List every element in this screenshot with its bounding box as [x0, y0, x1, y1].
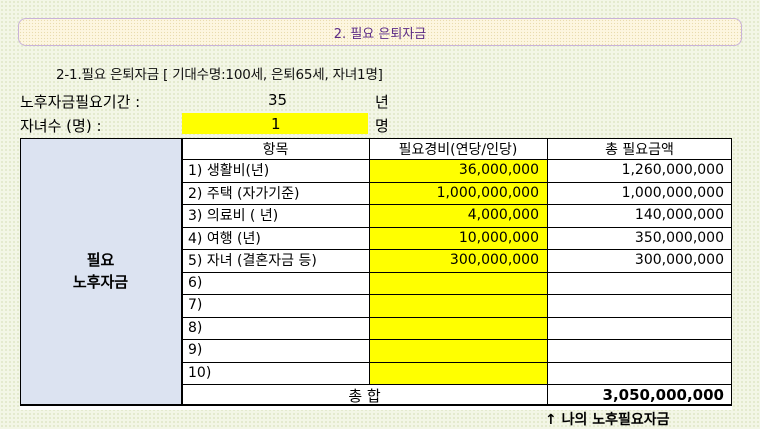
row-2-total: 1,000,000,000 — [621, 184, 724, 201]
grid-line — [182, 339, 732, 340]
section-label-line2: 노후자금 — [72, 273, 129, 291]
section-label-line1: 필요 — [86, 251, 115, 269]
row-8-item: 8) — [188, 319, 203, 336]
sum-label: 총 합 — [348, 386, 381, 405]
row-10-cost[interactable] — [369, 362, 547, 385]
period-unit: 년 — [375, 93, 389, 111]
grid-line — [182, 271, 732, 273]
grid-line — [182, 316, 732, 318]
grid-line — [182, 138, 183, 406]
row-8-total — [547, 317, 732, 340]
grid-line — [20, 138, 21, 406]
row-5-item: 5) 자녀 (결혼자금 등) — [188, 253, 317, 270]
row-2-cost[interactable]: 1,000,000,000 — [436, 184, 539, 201]
grid-line — [182, 249, 732, 250]
retirement-fund-note: ↑ 나의 노후필요자금 — [545, 412, 670, 428]
row-9-item: 9) — [188, 342, 203, 359]
row-6-cost[interactable] — [369, 272, 547, 295]
row-9-total — [547, 339, 732, 362]
grid-line — [182, 226, 732, 228]
row-2-item: 2) 주택 (자가기준) — [188, 185, 300, 202]
row-5-cost[interactable]: 300,000,000 — [449, 252, 539, 269]
row-6-total — [547, 272, 732, 295]
grid-line — [731, 138, 732, 406]
row-4-cost[interactable]: 10,000,000 — [458, 229, 539, 246]
row-6-item: 6) — [188, 274, 203, 291]
children-input-highlight — [182, 113, 368, 134]
row-9-cost[interactable] — [369, 339, 547, 362]
grid-line — [20, 138, 732, 139]
grid-line — [369, 138, 370, 384]
header-total: 총 필요금액 — [605, 141, 674, 158]
sum-value: 3,050,000,000 — [602, 386, 724, 404]
row-8-cost[interactable] — [369, 317, 547, 340]
row-10-item: 10) — [188, 364, 212, 381]
row-7-cost[interactable] — [369, 294, 547, 317]
section-banner: 2. 필요 은퇴자금 — [18, 18, 742, 46]
header-item: 항목 — [262, 141, 289, 158]
grid-line — [182, 361, 732, 363]
grid-line — [182, 181, 732, 183]
grid-line — [182, 384, 732, 385]
grid-line — [182, 294, 732, 295]
retirement-fund-table: 필요 노후자금 항목 필요경비(연당/인당) 총 필요금액 1) 생활비(년) … — [20, 138, 732, 410]
row-1-cost[interactable]: 36,000,000 — [458, 162, 539, 179]
children-value[interactable]: 1 — [271, 115, 281, 133]
children-label: 자녀수 (명) : — [20, 117, 102, 135]
row-1-total: 1,260,000,000 — [621, 162, 724, 179]
row-3-cost[interactable]: 4,000,000 — [467, 207, 539, 224]
grid-line — [547, 138, 548, 406]
row-4-item: 4) 여행 (년) — [188, 230, 261, 247]
row-4-total: 350,000,000 — [634, 229, 724, 246]
row-3-item: 3) 의료비 ( 년) — [188, 208, 279, 225]
period-value[interactable]: 35 — [268, 91, 288, 109]
header-cost: 필요경비(연당/인당) — [398, 141, 518, 158]
row-3-total: 140,000,000 — [634, 207, 724, 224]
row-5-total: 300,000,000 — [634, 252, 724, 269]
grid-line — [182, 204, 732, 205]
section-subtitle: 2-1.필요 은퇴자금 [ 기대수명:100세, 은퇴65세, 자녀1명] — [56, 67, 383, 83]
section-label: 필요 노후자금 — [20, 138, 182, 404]
period-label: 노후자금필요기간 : — [20, 93, 141, 111]
row-7-item: 7) — [188, 297, 203, 314]
grid-line — [182, 159, 732, 160]
grid-line-bottom — [20, 404, 732, 406]
children-unit: 명 — [375, 117, 389, 135]
row-7-total — [547, 294, 732, 317]
row-10-total — [547, 362, 732, 385]
row-1-item: 1) 생활비(년) — [188, 163, 270, 180]
banner-title: 2. 필요 은퇴자금 — [333, 26, 427, 42]
